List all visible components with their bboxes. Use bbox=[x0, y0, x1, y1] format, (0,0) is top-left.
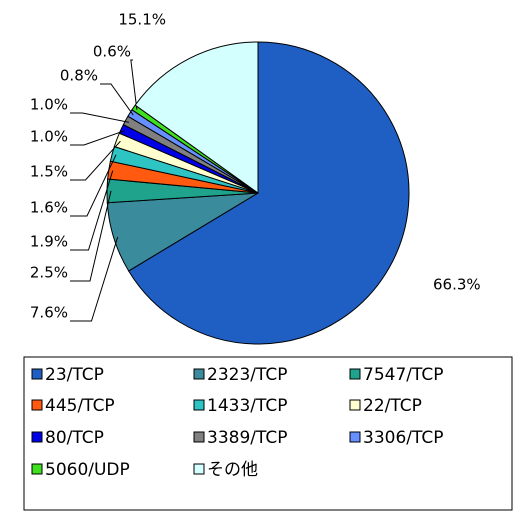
legend-label: その他 bbox=[207, 460, 258, 480]
pie-slice bbox=[134, 41, 259, 194]
legend-box bbox=[23, 356, 513, 511]
leader-line bbox=[70, 170, 114, 251]
legend-label: 2323/TCP bbox=[207, 365, 288, 385]
data-label: 0.6% bbox=[93, 43, 131, 61]
legend-label: 7547/TCP bbox=[363, 365, 444, 385]
legend-label: 1433/TCP bbox=[207, 396, 288, 416]
leader-line bbox=[70, 236, 119, 322]
legend-swatch bbox=[31, 463, 43, 475]
legend-swatch bbox=[193, 431, 205, 443]
leader-line bbox=[70, 130, 126, 146]
legend-label: 23/TCP bbox=[45, 365, 104, 385]
pie-slice bbox=[127, 41, 410, 345]
leader-line bbox=[70, 190, 112, 282]
legend-swatch bbox=[349, 399, 361, 411]
leader-line bbox=[70, 154, 117, 217]
data-label: 7.6% bbox=[30, 304, 68, 322]
legend-swatch bbox=[349, 368, 361, 380]
legend-swatch bbox=[193, 463, 205, 475]
leader-line bbox=[70, 140, 121, 181]
legend-label: 445/TCP bbox=[45, 396, 115, 416]
leader-line bbox=[100, 83, 134, 116]
legend-label: 80/TCP bbox=[45, 428, 104, 448]
legend-label: 3306/TCP bbox=[363, 428, 444, 448]
legend-swatch bbox=[193, 368, 205, 380]
data-label: 0.8% bbox=[60, 67, 98, 85]
leader-line bbox=[130, 59, 138, 110]
data-label: 66.3% bbox=[433, 276, 481, 294]
data-label: 15.1% bbox=[118, 11, 166, 29]
legend-label: 5060/UDP bbox=[45, 460, 130, 480]
leader-line bbox=[70, 112, 130, 123]
data-label: 1.5% bbox=[30, 163, 68, 181]
legend-swatch bbox=[31, 368, 43, 380]
data-label: 1.0% bbox=[30, 96, 68, 114]
legend-label: 3389/TCP bbox=[207, 428, 288, 448]
data-label: 1.0% bbox=[30, 128, 68, 146]
legend-swatch bbox=[349, 431, 361, 443]
legend-swatch bbox=[193, 399, 205, 411]
data-label: 1.9% bbox=[30, 233, 68, 251]
legend-swatch bbox=[31, 431, 43, 443]
data-label: 2.5% bbox=[30, 264, 68, 282]
legend-label: 22/TCP bbox=[363, 396, 422, 416]
data-label: 1.6% bbox=[30, 199, 68, 217]
legend-swatch bbox=[31, 399, 43, 411]
